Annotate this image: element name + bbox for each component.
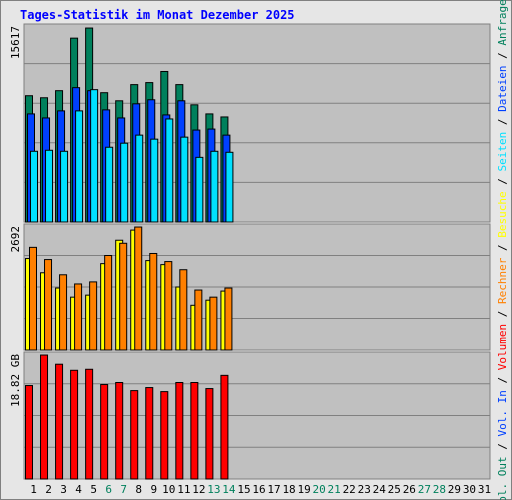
bar	[29, 246, 37, 351]
bar	[45, 149, 54, 223]
legend-separator: /	[496, 52, 509, 59]
bar	[165, 118, 174, 223]
x-tick-label: 15	[237, 483, 250, 496]
bar	[134, 226, 143, 351]
bar	[75, 110, 84, 223]
bar	[135, 134, 144, 223]
x-tick-label: 16	[252, 483, 265, 496]
bar	[145, 387, 154, 480]
x-tick-label: 14	[222, 483, 236, 496]
chart-title: Tages-Statistik im Monat Dezember 2025	[20, 8, 295, 22]
y-tick-label: 2692	[9, 226, 22, 253]
legend-separator: /	[496, 377, 509, 384]
bar	[164, 261, 173, 351]
x-tick-label: 10	[162, 483, 175, 496]
bar	[149, 252, 158, 351]
legend-entry: Volumen	[496, 324, 509, 370]
bar	[205, 388, 214, 480]
bar	[130, 390, 139, 480]
x-tick-label: 1	[30, 483, 37, 496]
legend-separator: /	[496, 311, 509, 318]
x-tick-label: 9	[150, 483, 157, 496]
x-tick-label: 28	[433, 483, 446, 496]
y-tick-label: 18.82 GB	[9, 354, 22, 407]
bar	[40, 354, 49, 480]
bar	[180, 136, 189, 223]
x-tick-label: 29	[448, 483, 461, 496]
x-tick-label: 8	[135, 483, 142, 496]
x-tick-label: 12	[192, 483, 205, 496]
bar	[220, 374, 229, 480]
bar	[195, 156, 204, 223]
bar	[175, 382, 184, 480]
bar	[44, 259, 53, 351]
x-tick-label: 11	[177, 483, 190, 496]
bar	[224, 287, 233, 351]
legend-entry: Seiten	[496, 132, 509, 172]
bar	[100, 384, 109, 480]
bar	[70, 369, 79, 480]
bar	[104, 255, 113, 351]
bar	[59, 274, 68, 351]
bar	[105, 146, 114, 223]
x-tick-label: 27	[418, 483, 431, 496]
y-tick-label: 15617	[9, 26, 22, 59]
x-tick-label: 6	[105, 483, 112, 496]
legend-entry: Rechner	[496, 257, 509, 304]
bar	[209, 296, 218, 351]
legend-entry: Besuche	[496, 191, 509, 237]
bar	[190, 382, 199, 480]
x-tick-label: 22	[343, 483, 356, 496]
bar	[225, 151, 234, 223]
x-tick-label: 18	[282, 483, 295, 496]
bar	[85, 368, 94, 480]
legend-entry: Vol. In	[496, 390, 509, 436]
x-tick-label: 2	[45, 483, 52, 496]
x-tick-label: 4	[75, 483, 82, 496]
x-tick-label: 30	[463, 483, 476, 496]
x-tick-label: 21	[328, 483, 341, 496]
bar	[115, 382, 124, 480]
x-tick-label: 3	[60, 483, 67, 496]
legend-entry: Anfragen	[496, 0, 509, 46]
x-tick-label: 23	[358, 483, 371, 496]
legend-entry: Dateien	[496, 66, 509, 112]
x-tick-label: 13	[207, 483, 220, 496]
legend-separator: /	[496, 443, 509, 450]
legend: Vol. Out / Vol. In / Volumen / Rechner /…	[496, 0, 509, 500]
legend-separator: /	[496, 178, 509, 185]
legend-separator: /	[496, 119, 509, 126]
x-tick-label: 5	[90, 483, 97, 496]
x-tick-label: 26	[403, 483, 416, 496]
legend-entry: Vol. Out	[496, 456, 509, 500]
bar	[89, 281, 98, 351]
x-tick-label: 7	[120, 483, 127, 496]
bar	[60, 150, 69, 223]
bar	[194, 289, 203, 351]
bar	[74, 283, 83, 351]
x-tick-label: 31	[478, 483, 491, 496]
bar	[90, 89, 99, 223]
bar	[119, 242, 128, 351]
x-tick-label: 17	[267, 483, 280, 496]
bar	[210, 150, 219, 223]
x-tick-label: 19	[297, 483, 310, 496]
bar	[30, 150, 38, 223]
x-tick-label: 25	[388, 483, 401, 496]
bar	[179, 269, 188, 351]
bar	[120, 142, 129, 223]
bar	[160, 391, 169, 480]
bar	[150, 138, 159, 223]
x-tick-label: 20	[313, 483, 326, 496]
legend-separator: /	[496, 244, 509, 251]
x-tick-label: 24	[373, 483, 387, 496]
bar	[25, 385, 33, 480]
bar	[55, 363, 64, 480]
